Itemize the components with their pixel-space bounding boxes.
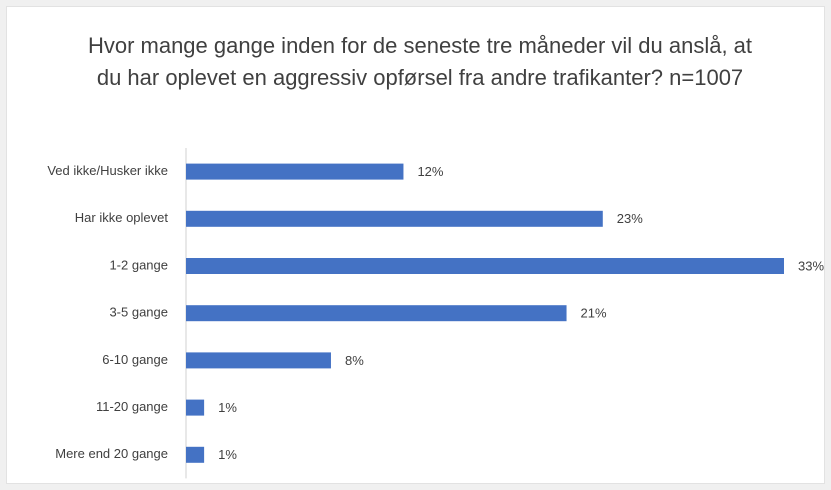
value-label: 1% — [218, 400, 237, 415]
category-label: Mere end 20 gange — [55, 446, 168, 461]
bar — [186, 305, 567, 322]
bar — [186, 163, 404, 180]
bar — [186, 399, 205, 416]
value-label: 21% — [581, 306, 607, 321]
chart-panel — [6, 6, 825, 484]
category-label: 11-20 gange — [96, 399, 168, 414]
value-label: 33% — [798, 258, 824, 273]
value-label: 1% — [218, 447, 237, 462]
category-label: 6-10 gange — [102, 352, 168, 367]
bar — [186, 352, 331, 369]
value-label: 8% — [345, 353, 364, 368]
value-label: 23% — [617, 211, 643, 226]
bar — [186, 258, 784, 274]
chart-title: Hvor mange gange inden for de seneste tr… — [87, 33, 753, 90]
category-label: Har ikke oplevet — [75, 210, 169, 225]
category-label: 1-2 gange — [109, 257, 168, 272]
category-label: Ved ikke/Husker ikke — [47, 163, 168, 178]
bar — [186, 210, 603, 227]
bar — [186, 446, 205, 463]
category-label: 3-5 gange — [109, 305, 168, 320]
value-label: 12% — [417, 164, 443, 179]
